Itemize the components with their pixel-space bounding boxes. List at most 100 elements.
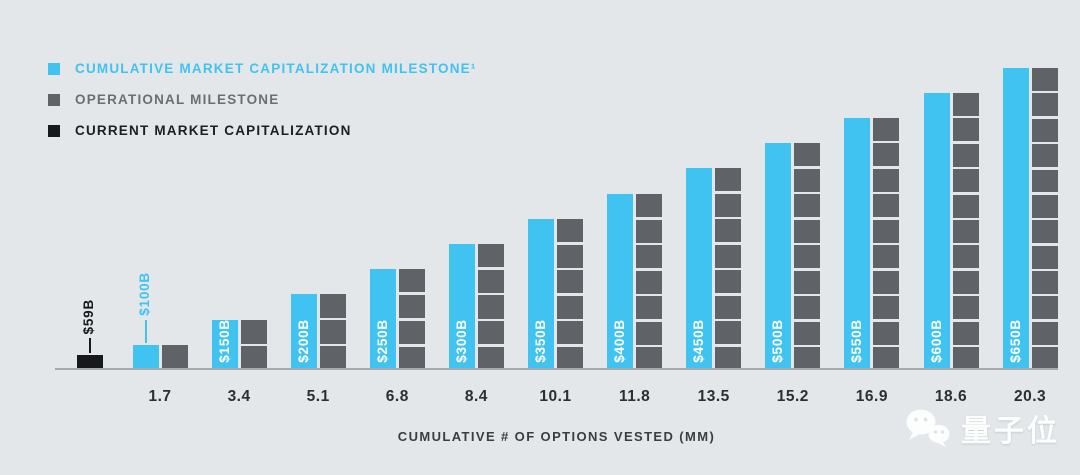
operational-milestone-bar <box>952 93 979 370</box>
legend: CUMULATIVE MARKET CAPITALIZATION MILESTO… <box>48 59 477 152</box>
operational-milestone-segment <box>319 346 346 371</box>
x-tick-label: 13.5 <box>697 388 730 405</box>
operational-milestone-segment <box>477 321 504 345</box>
legend-item-current-market-cap: CURRENT MARKET CAPITALIZATION <box>48 121 477 140</box>
operational-milestone-segment <box>636 296 663 319</box>
operational-milestone-segment <box>1031 321 1058 345</box>
operational-milestone-bar <box>557 219 583 370</box>
operational-milestone-segment <box>636 219 663 243</box>
operational-milestone-segment <box>1031 245 1058 269</box>
watermark: 量子位 <box>903 406 1060 450</box>
operational-milestone-segment <box>161 345 188 370</box>
operational-milestone-segment <box>715 244 742 268</box>
operational-milestone-segment <box>557 295 583 319</box>
bar-value-label: $650B <box>1007 319 1023 363</box>
operational-milestone-segment <box>636 321 663 345</box>
operational-milestone-segment <box>952 93 979 116</box>
wechat-icon <box>906 409 950 447</box>
bar-value-label: $300B <box>453 319 469 363</box>
bar-value-label: $600B <box>928 319 944 363</box>
operational-milestone-bar <box>873 118 900 371</box>
operational-milestone-segment <box>1031 347 1058 370</box>
operational-milestone-segment <box>1031 194 1058 218</box>
x-tick-label: 11.8 <box>618 388 651 405</box>
operational-milestone-segment <box>398 294 425 319</box>
market-cap-milestone-bar: $400B <box>607 194 634 370</box>
operational-milestone-segment <box>794 168 821 192</box>
current-market-cap-bar <box>77 355 103 370</box>
operational-milestone-segment <box>319 294 346 318</box>
bar-value-label: $350B <box>533 319 548 363</box>
bar-value-label: $250B <box>374 319 390 363</box>
watermark-text: 量子位 <box>961 415 1060 448</box>
bar-value-label: $200B <box>295 319 311 363</box>
operational-milestone-bar <box>319 294 346 371</box>
operational-milestone-segment <box>952 143 979 167</box>
operational-milestone-segment <box>952 118 979 142</box>
bar-value-label: $450B <box>691 319 707 363</box>
x-tick-label: 15.2 <box>776 388 809 405</box>
operational-milestone-bar <box>1031 68 1058 370</box>
market-cap-milestone-bar: $200B <box>290 294 317 370</box>
legend-swatch-operational <box>48 93 60 106</box>
operational-milestone-segment <box>794 321 821 345</box>
bar-value-label: $500B <box>770 319 786 363</box>
operational-milestone-segment <box>557 346 583 370</box>
operational-milestone-segment <box>873 321 900 345</box>
operational-milestone-segment <box>873 245 900 269</box>
operational-milestone-segment <box>715 321 742 345</box>
operational-milestone-bar <box>715 168 742 370</box>
market-cap-milestone-bar <box>132 345 159 370</box>
operational-milestone-bar <box>240 320 267 370</box>
operational-milestone-segment <box>794 194 821 217</box>
operational-milestone-segment <box>873 347 900 371</box>
operational-milestone-segment <box>1031 169 1058 193</box>
operational-milestone-segment <box>477 346 504 371</box>
x-axis-line <box>55 368 1058 370</box>
operational-milestone-segment <box>952 296 979 320</box>
x-tick-label: 20.3 <box>1014 388 1047 405</box>
current-market-cap-callout-label: $59B <box>81 298 96 334</box>
operational-milestone-segment <box>636 347 663 370</box>
operational-milestone-segment <box>398 320 425 345</box>
operational-milestone-segment <box>240 346 267 370</box>
operational-milestone-segment <box>477 269 504 293</box>
operational-milestone-segment <box>794 245 821 268</box>
operational-milestone-segment <box>477 244 504 268</box>
operational-milestone-segment <box>715 346 742 370</box>
legend-label-current-market-cap: CURRENT MARKET CAPITALIZATION <box>75 122 352 138</box>
legend-item-operational-milestone: OPERATIONAL MILESTONE <box>48 90 477 109</box>
operational-milestone-bar <box>636 194 663 370</box>
legend-swatch-market-cap <box>48 62 60 75</box>
operational-milestone-segment <box>557 321 583 345</box>
operational-milestone-segment <box>952 194 979 218</box>
legend-swatch-current-market-cap <box>48 124 60 137</box>
operational-milestone-segment <box>1031 118 1058 142</box>
operational-milestone-segment <box>557 244 583 268</box>
operational-milestone-segment <box>557 219 583 243</box>
operational-milestone-segment <box>715 295 742 319</box>
operational-milestone-bar <box>398 269 425 370</box>
operational-milestone-segment <box>636 245 663 268</box>
market-cap-milestone-bar: $300B <box>448 244 475 370</box>
operational-milestone-segment <box>636 194 663 217</box>
x-tick-label: 16.9 <box>855 388 888 405</box>
operational-milestone-segment <box>636 270 663 294</box>
operational-milestone-segment <box>952 220 979 243</box>
operational-milestone-segment <box>1031 271 1058 294</box>
x-tick-label: 8.4 <box>464 388 488 405</box>
operational-milestone-segment <box>477 295 504 319</box>
market-cap-milestone-bar: $500B <box>765 143 792 370</box>
x-tick-label: 6.8 <box>385 388 409 405</box>
operational-milestone-segment <box>715 193 742 217</box>
current-market-cap-callout-line <box>89 338 91 353</box>
operational-milestone-segment <box>398 269 425 293</box>
operational-milestone-segment <box>794 143 821 166</box>
operational-milestone-segment <box>873 143 900 167</box>
market-cap-milestone-bar: $600B <box>923 93 950 370</box>
operational-milestone-segment <box>952 169 979 193</box>
operational-milestone-bar <box>477 244 504 371</box>
operational-milestone-bar <box>161 345 188 370</box>
x-tick-label: 3.4 <box>227 388 251 405</box>
operational-milestone-segment <box>873 296 900 320</box>
